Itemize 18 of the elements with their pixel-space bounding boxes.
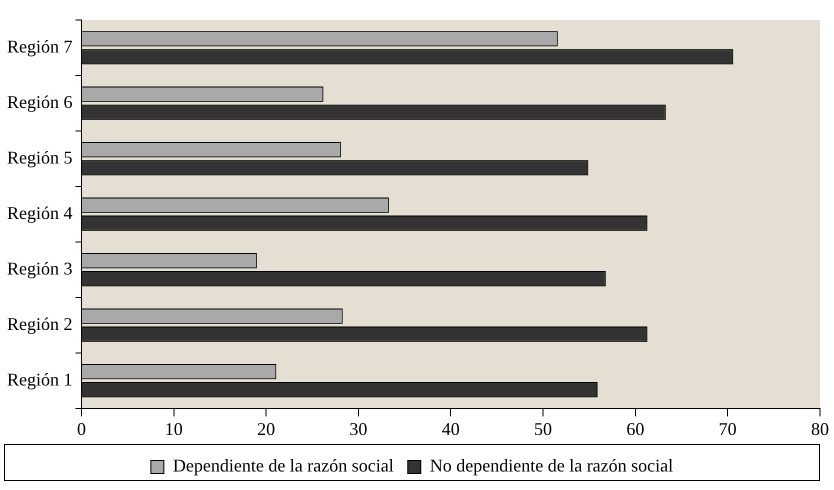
x-tick-label: 60: [626, 418, 644, 439]
x-tick-label: 10: [164, 418, 183, 439]
y-tick-label: Región 6: [6, 92, 72, 112]
y-tick-label: Región 7: [6, 36, 72, 56]
x-tick-label: 50: [534, 418, 552, 439]
x-tick-label: 30: [349, 418, 368, 439]
y-tick-label: Región 5: [6, 147, 72, 168]
y-tick-label: Región 2: [6, 314, 72, 334]
y-tick-label: Región 1: [6, 369, 72, 390]
x-tick-label: 70: [718, 418, 737, 439]
x-tick-label: 40: [442, 418, 460, 439]
y-tick-label: Región 4: [6, 202, 72, 223]
legend-label: Dependiente de la razón social: [172, 456, 394, 476]
y-tick-label: Región 3: [6, 258, 72, 278]
legend-label: No dependiente de la razón social: [430, 456, 674, 476]
x-tick-label: 0: [76, 418, 86, 439]
x-tick-label: 80: [811, 418, 829, 439]
x-tick-label: 20: [257, 418, 276, 439]
